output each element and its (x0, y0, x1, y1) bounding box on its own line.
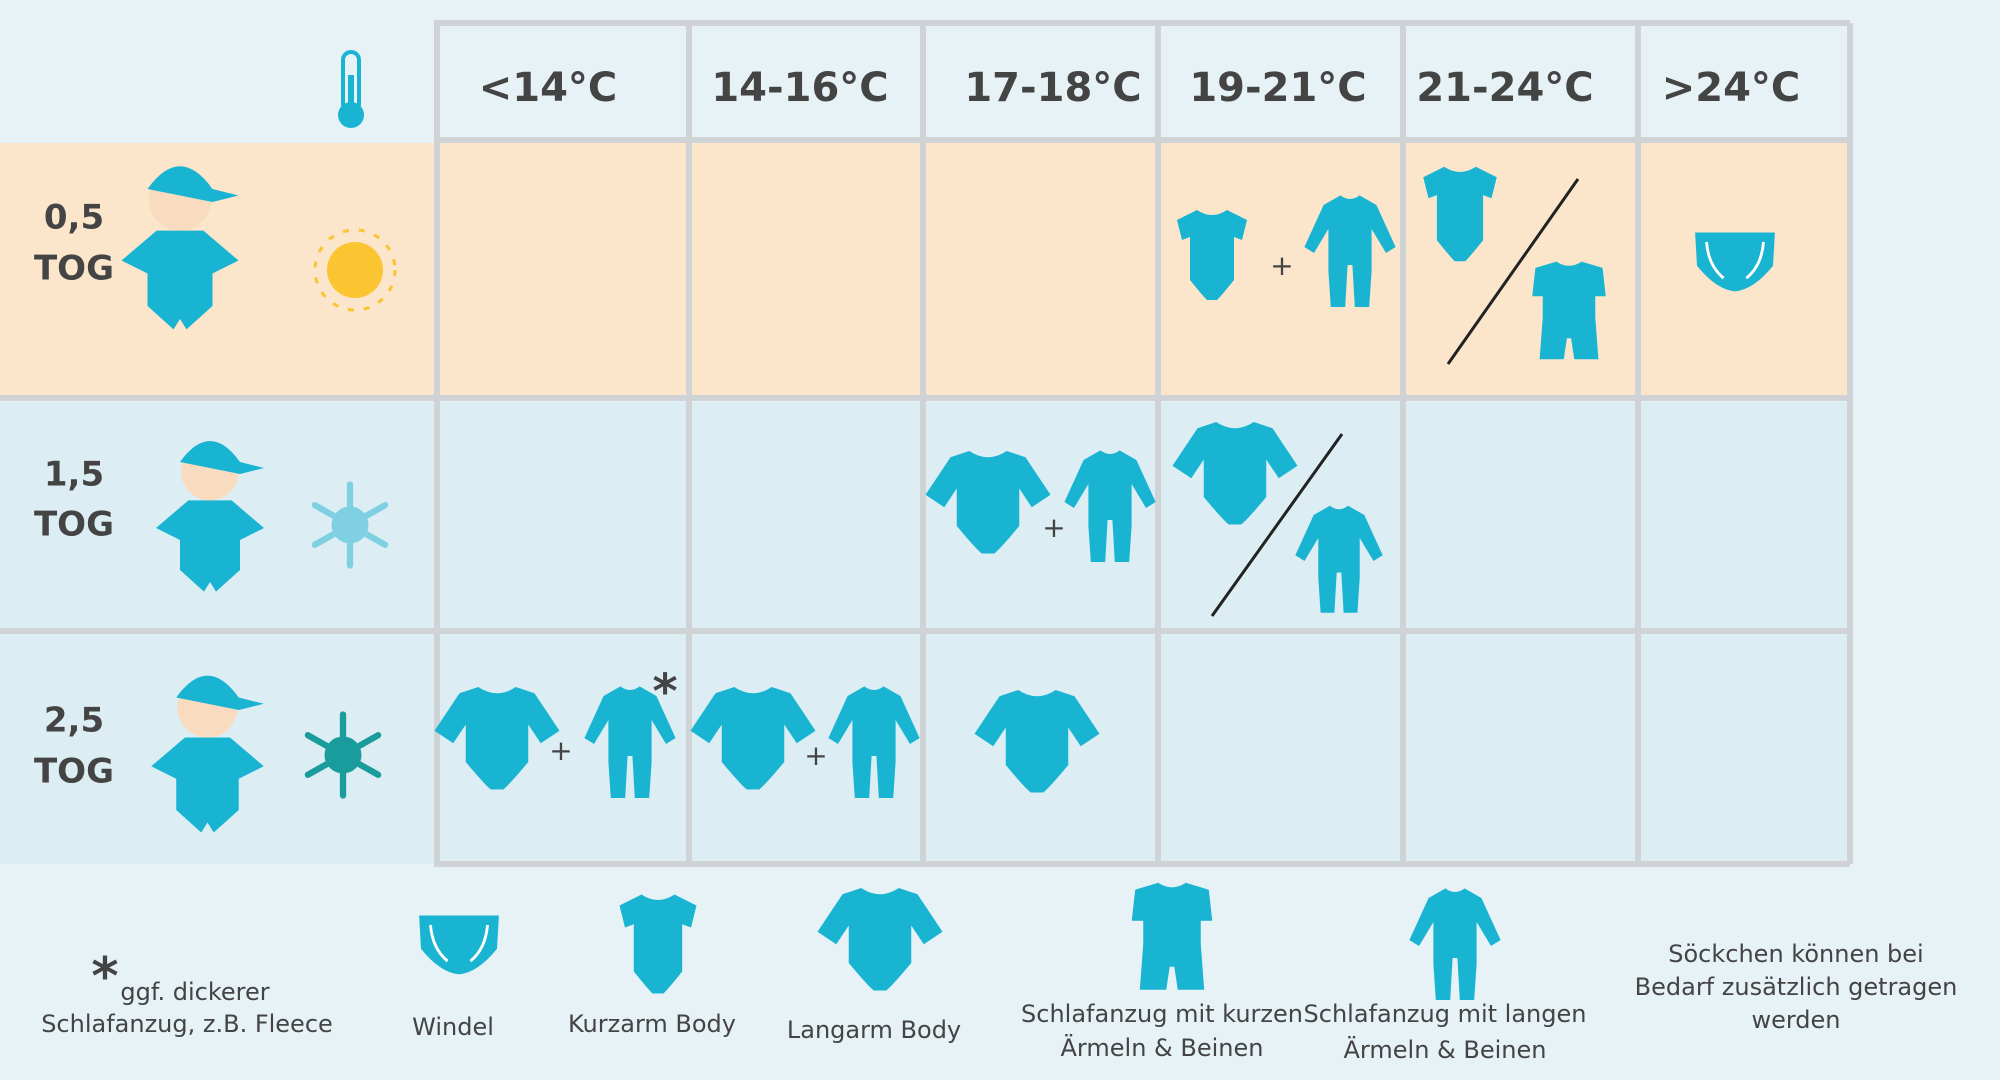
asterisk: * (652, 664, 677, 720)
legend-label: Windel (412, 1013, 494, 1041)
note: Bedarf zusätzlich getragen (1635, 973, 1958, 1001)
column-header: >24°C (1662, 65, 1801, 111)
plus: + (1042, 511, 1065, 544)
legend-label: Kurzarm Body (568, 1010, 736, 1038)
divider (1210, 433, 1344, 617)
legend-label: Schlafanzug mit kurzen (1021, 1000, 1303, 1028)
footnote: Schlafanzug, z.B. Fleece (41, 1010, 333, 1038)
column-header: 19-21°C (1189, 65, 1366, 111)
footnote: ggf. dickerer (120, 978, 269, 1006)
divider (1446, 178, 1580, 365)
grid (0, 20, 1853, 867)
note: Söckchen können bei (1668, 940, 1923, 968)
column-header: 17-18°C (964, 65, 1141, 111)
plus: + (804, 739, 827, 772)
legend-label: Ärmeln & Beinen (1061, 1033, 1264, 1062)
thermometer (338, 50, 364, 128)
note: werden (1751, 1006, 1840, 1034)
tog-value: 2,5 (44, 701, 104, 741)
asterisk: * (91, 947, 118, 1007)
tog-value: 1,5 (44, 455, 104, 495)
tog-unit: TOG (34, 505, 114, 545)
legend-label: Ärmeln & Beinen (1344, 1035, 1547, 1064)
legend-label: Schlafanzug mit langen (1304, 1000, 1587, 1028)
plus: + (549, 734, 572, 767)
column-header: <14°C (479, 65, 618, 111)
plus: + (1270, 249, 1293, 282)
column-header: 21-24°C (1416, 65, 1593, 111)
texts: <14°C 14-16°C 17-18°C 19-21°C 21-24°C >24°C 0,… (34, 65, 1957, 1064)
column-header: 14-16°C (711, 65, 888, 111)
legend-label: Langarm Body (787, 1016, 961, 1044)
tog-value: 0,5 (44, 198, 104, 238)
sun (313, 228, 397, 312)
tog-unit: TOG (34, 752, 114, 792)
tog-unit: TOG (34, 249, 114, 289)
